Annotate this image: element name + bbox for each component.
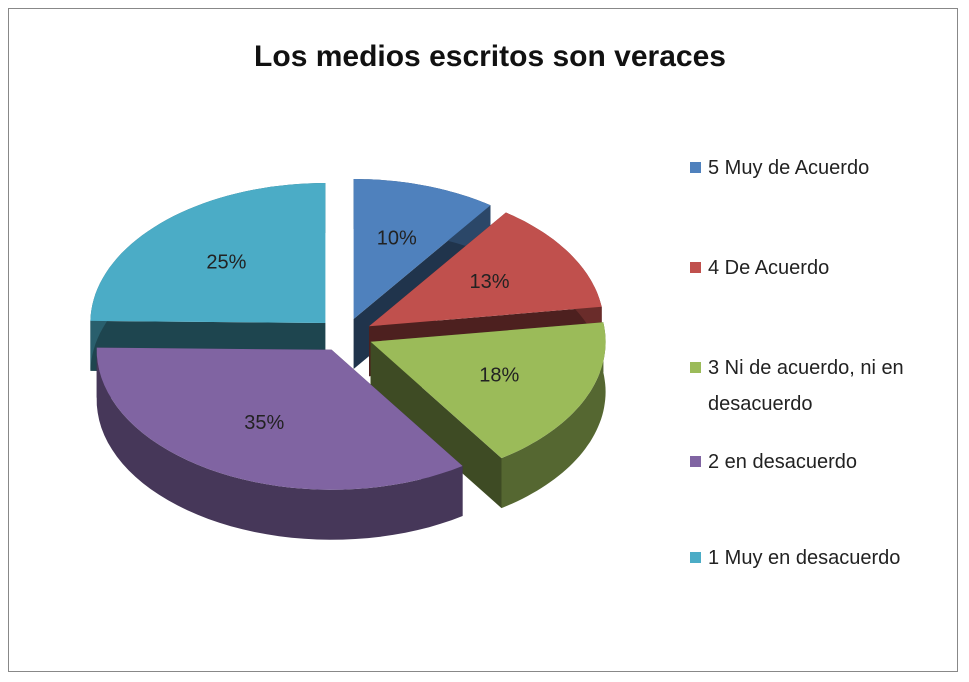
legend-swatch xyxy=(690,362,701,373)
chart-frame xyxy=(8,8,958,672)
slice-side xyxy=(370,341,502,509)
legend-item: 1 Muy en desacuerdo xyxy=(690,540,950,576)
legend-item: 2 en desacuerdo xyxy=(690,444,950,480)
slice-top xyxy=(353,179,491,319)
data-label: 13% xyxy=(470,271,510,293)
legend-swatch xyxy=(690,262,701,273)
slice-top xyxy=(96,347,463,490)
slice-top xyxy=(90,183,326,323)
legend-label: 1 Muy en desacuerdo xyxy=(708,547,901,569)
legend-swatch xyxy=(690,162,701,173)
legend-label: 2 en desacuerdo xyxy=(708,451,858,473)
legend-label: 4 De Acuerdo xyxy=(708,257,830,279)
slice-wall xyxy=(501,322,606,509)
legend-item: 4 De Acuerdo xyxy=(690,250,950,286)
legend-item: 3 Ni de acuerdo, ni en desacuerdo xyxy=(690,350,950,422)
chart-title: Los medios escritos son veraces xyxy=(254,40,726,73)
legend-label: 5 Muy de Acuerdo xyxy=(708,157,870,179)
slice: 25% xyxy=(90,183,326,373)
slice: 18% xyxy=(370,322,606,509)
slice-top xyxy=(369,212,602,327)
slice-wall xyxy=(96,347,463,540)
slice-top xyxy=(370,322,606,459)
data-label: 10% xyxy=(377,227,417,249)
legend-swatch xyxy=(690,552,701,563)
data-label: 35% xyxy=(244,412,284,434)
legend-item: 5 Muy de Acuerdo xyxy=(690,150,950,186)
slice: 35% xyxy=(96,347,463,540)
legend-swatch xyxy=(690,456,701,467)
data-label: 25% xyxy=(206,251,246,273)
legend-label: 3 Ni de acuerdo, ni en desacuerdo xyxy=(708,357,904,415)
data-label: 18% xyxy=(479,364,519,386)
